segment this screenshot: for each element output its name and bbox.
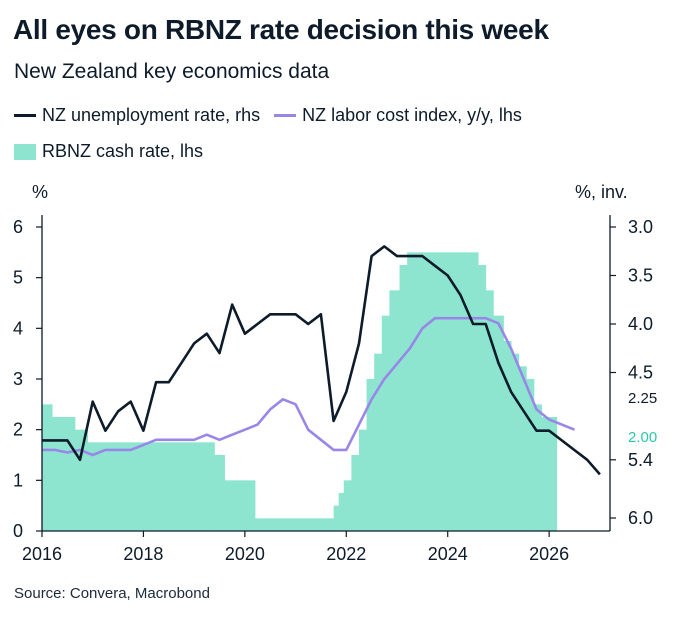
left-tick-label: 3	[13, 369, 23, 389]
series-lines-group	[42, 245, 601, 476]
cash-rate-bar	[374, 353, 383, 531]
cash-rate-bar	[224, 480, 256, 531]
left-tick-label: 4	[13, 318, 23, 338]
x-tick-label: 2020	[225, 544, 265, 564]
left-axis-unit: %	[32, 182, 48, 202]
cash-rate-area-group	[42, 252, 558, 532]
cash-rate-bar	[92, 442, 119, 531]
legend-item-labor-cost: NZ labor cost index, y/y, lhs	[274, 105, 522, 126]
cash-rate-bar	[493, 315, 504, 531]
legend-label-labor-cost: NZ labor cost index, y/y, lhs	[302, 105, 522, 125]
cash-rate-bar	[485, 290, 494, 531]
legend-swatch-labor-cost	[274, 114, 297, 117]
axes-group: 0 1 2 3 4 5 6% 6.0 5.4 4.5 4.0 3.5 3.0%, inv. 2.25 2.0…	[13, 182, 657, 564]
cash-rate-bar	[333, 505, 340, 531]
chart-title: All eyes on RBNZ rate decision this week	[13, 14, 549, 45]
left-tick-label: 2	[13, 420, 23, 440]
labor-cost-line	[42, 316, 575, 457]
legend-item-cash-rate: RBNZ cash rate, lhs	[14, 141, 203, 162]
cash-rate-bar	[351, 455, 360, 531]
unemployment-line	[42, 245, 601, 476]
cash-rate-bar	[526, 379, 535, 531]
cash-rate-bar	[52, 417, 76, 531]
cash-rate-bar	[366, 379, 375, 531]
cash-rate-bar	[255, 518, 335, 531]
x-tick-label: 2022	[326, 544, 366, 564]
legend-item-unemployment: NZ unemployment rate, rhs	[14, 105, 260, 126]
cash-rate-bar	[414, 252, 423, 532]
cash-rate-bar	[503, 341, 512, 531]
left-tick-label: 6	[13, 217, 23, 237]
x-tick-label: 2024	[428, 544, 468, 564]
cash-rate-bar	[338, 493, 345, 531]
cash-rate-bar	[407, 252, 416, 532]
right-tick-label: 4.5	[628, 363, 653, 383]
cash-rate-bar	[541, 417, 558, 531]
cash-rate-bar	[74, 429, 89, 531]
cash-rate-bar	[87, 442, 94, 531]
end-label-cash-rate-now: 2.25	[628, 390, 657, 407]
cash-rate-bar	[518, 366, 527, 531]
legend-row-1: NZ unemployment rate, rhs NZ labor cost …	[14, 105, 536, 126]
cash-rate-bar	[358, 429, 367, 531]
x-tick-label: 2018	[123, 544, 163, 564]
cash-rate-bar	[422, 252, 479, 532]
left-tick-label: 1	[13, 470, 23, 490]
x-tick-label: 2016	[22, 544, 62, 564]
cash-rate-bar	[511, 353, 520, 531]
source-note: Source: Convera, Macrobond	[14, 585, 210, 602]
right-tick-label: 3.5	[628, 266, 653, 286]
cash-rate-bar	[214, 455, 225, 531]
cash-rate-bar	[42, 404, 53, 531]
cash-rate-bar	[533, 404, 542, 531]
right-tick-label: 6.0	[628, 508, 653, 528]
x-tick-label: 2026	[529, 544, 569, 564]
cash-rate-bar	[118, 442, 215, 531]
chart-subtitle: New Zealand key economics data	[14, 60, 330, 83]
legend-label-unemployment: NZ unemployment rate, rhs	[42, 105, 261, 125]
legend-row-2: RBNZ cash rate, lhs	[14, 141, 217, 162]
left-tick-label: 0	[13, 521, 23, 541]
right-axis-unit: %, inv.	[575, 182, 628, 202]
cash-rate-bar	[389, 290, 400, 531]
legend-swatch-unemployment	[14, 114, 36, 117]
legend-swatch-cash-rate	[14, 143, 36, 160]
cash-rate-bar	[399, 265, 408, 531]
end-label-cash-rate-next: 2.00	[628, 429, 657, 446]
right-tick-label: 4.0	[628, 314, 653, 334]
right-tick-label: 3.0	[628, 217, 653, 237]
right-tick-label: 5.4	[628, 450, 653, 470]
cash-rate-bar	[478, 265, 487, 531]
cash-rate-bar	[343, 480, 352, 531]
legend-label-cash-rate: RBNZ cash rate, lhs	[42, 141, 204, 161]
cash-rate-bar	[381, 315, 390, 531]
left-tick-label: 5	[13, 268, 23, 288]
